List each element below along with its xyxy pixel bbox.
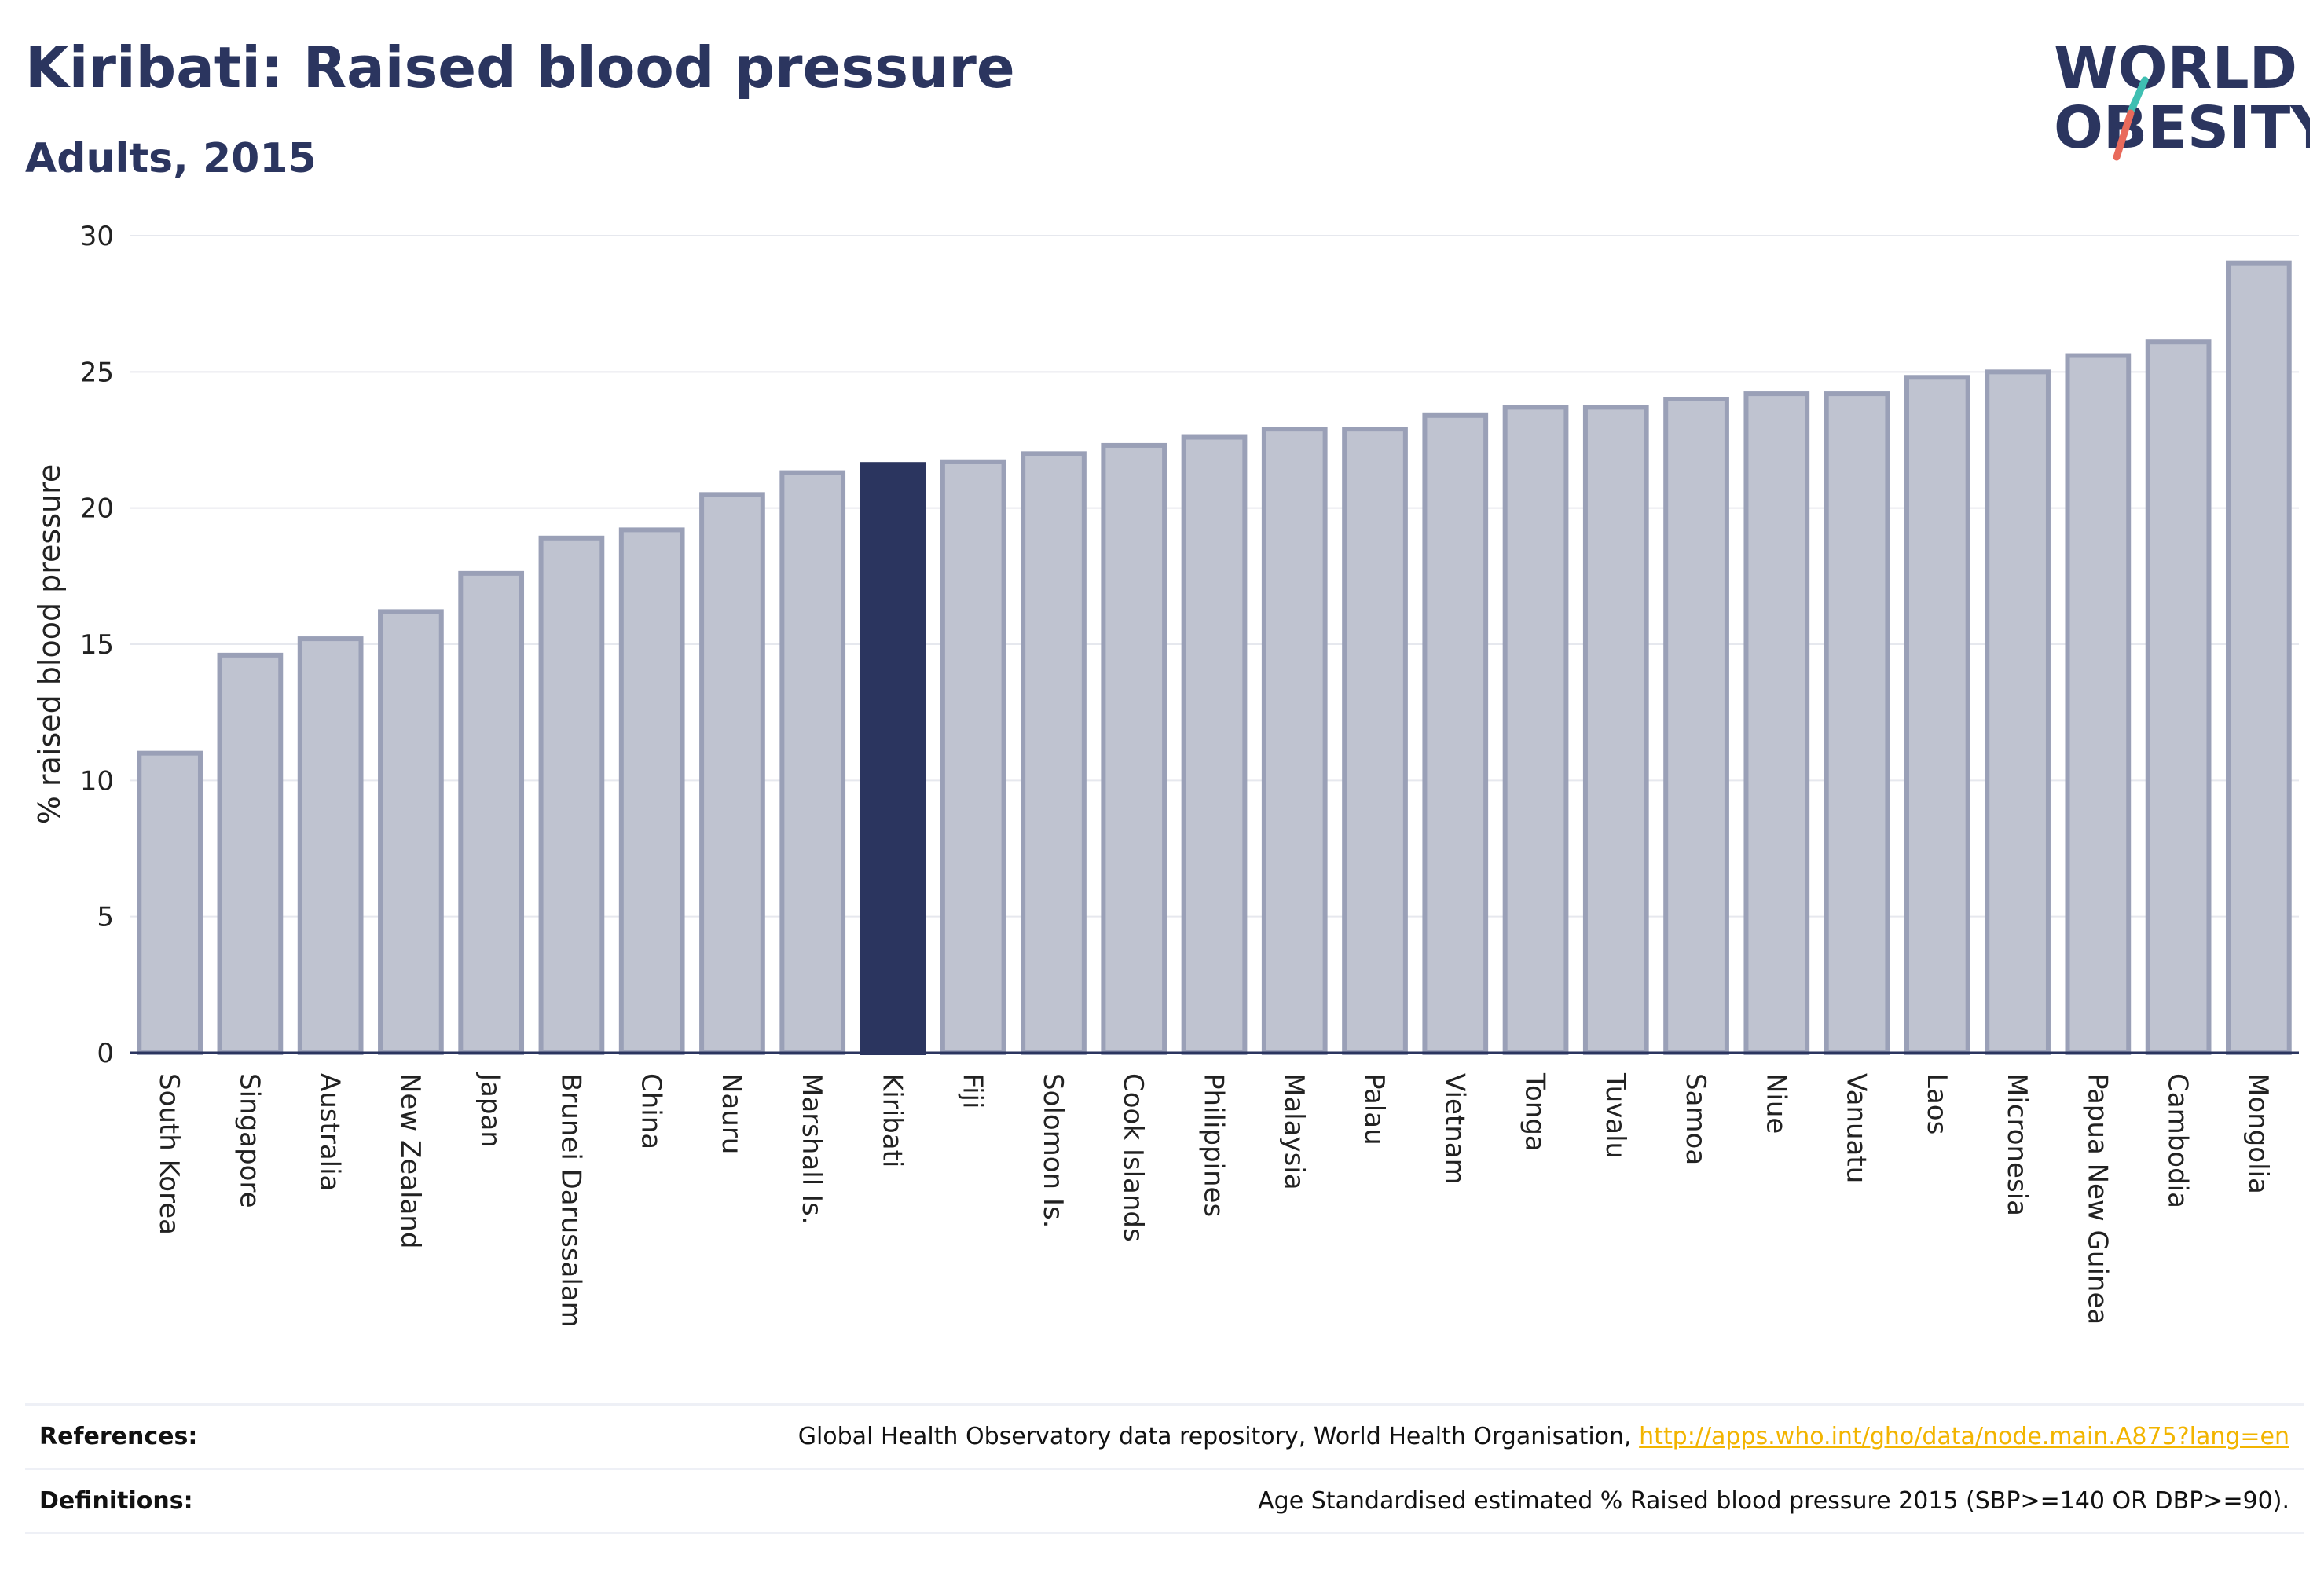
x-tick-label: Micronesia xyxy=(2001,1073,2033,1216)
x-tick-label: Papua New Guinea xyxy=(2081,1073,2113,1325)
bar xyxy=(2145,339,2212,1055)
x-tick-label: Japan xyxy=(475,1072,506,1148)
x-tick-label: Philippines xyxy=(1198,1073,1230,1217)
bar xyxy=(217,652,284,1055)
bar xyxy=(1101,442,1167,1055)
bars xyxy=(137,260,2292,1056)
bar xyxy=(2065,353,2132,1055)
bar xyxy=(618,527,685,1055)
x-tick-label: New Zealand xyxy=(394,1073,426,1248)
y-tick-label: 10 xyxy=(80,765,114,797)
bar xyxy=(458,570,525,1055)
bar xyxy=(1663,397,1729,1055)
chart-subtitle: Adults, 2015 xyxy=(25,135,317,182)
bar xyxy=(1985,369,2051,1056)
bar-chart: 0 5 10 15 20 25 30 South Korea Singapore Australi… xyxy=(32,221,2299,1328)
axes: 0 5 10 15 20 25 30 South Korea Singapore Australi… xyxy=(80,221,2299,1328)
bar xyxy=(137,750,203,1056)
y-tick-label: 20 xyxy=(80,493,114,525)
world-obesity-logo: WORLD OBESITY xyxy=(2054,35,2310,162)
x-tick-label: Samoa xyxy=(1680,1073,1711,1165)
logo-slash-bottom xyxy=(2113,109,2135,161)
logo-line-2: OBESITY xyxy=(2054,94,2310,162)
x-tick-label: Malaysia xyxy=(1278,1073,1310,1190)
x-tick-label: Marshall Is. xyxy=(796,1073,827,1225)
x-tick-label: Tonga xyxy=(1519,1072,1551,1152)
references-link[interactable]: http://apps.who.int/gho/data/node.main.A… xyxy=(1639,1423,2289,1450)
x-tick-label: Vietnam xyxy=(1439,1073,1470,1185)
x-tick-label: Cook Islands xyxy=(1117,1073,1149,1242)
bar xyxy=(2226,260,2292,1055)
bar xyxy=(1021,451,1087,1055)
bar xyxy=(378,609,444,1055)
x-tick-label: Mongolia xyxy=(2242,1073,2274,1194)
bar xyxy=(1582,405,1649,1055)
definitions-label: Definitions: xyxy=(39,1487,193,1515)
bar xyxy=(699,492,765,1055)
x-tick-label: Brunei Darussalam xyxy=(555,1073,586,1328)
references-text: Global Health Observatory data repositor… xyxy=(797,1423,1632,1450)
x-tick-label: Laos xyxy=(1921,1073,1952,1134)
x-tick-label: Singapore xyxy=(233,1073,265,1208)
x-tick-label: Niue xyxy=(1760,1073,1791,1134)
x-tick-label: China xyxy=(636,1073,667,1149)
bar xyxy=(1904,375,1970,1055)
x-tick-label: Kiribati xyxy=(876,1073,907,1167)
x-tick-label: Australia xyxy=(314,1073,346,1191)
bar xyxy=(779,470,846,1055)
bar xyxy=(297,636,364,1055)
y-axis-label: % raised blood pressure xyxy=(32,464,67,825)
references-row: References: Global Health Observatory da… xyxy=(25,1403,2304,1468)
y-tick-label: 25 xyxy=(80,357,114,388)
y-tick-label: 0 xyxy=(97,1038,114,1069)
x-tick-label: Nauru xyxy=(716,1073,747,1154)
logo-slash-top xyxy=(2127,76,2149,115)
bar xyxy=(1342,427,1408,1055)
x-tick-label: Solomon Is. xyxy=(1037,1073,1069,1228)
chart-title: Kiribati: Raised blood pressure xyxy=(25,35,1015,101)
bar xyxy=(1743,391,1810,1056)
x-tick-label: Tuvalu xyxy=(1600,1072,1631,1159)
references-label: References: xyxy=(39,1423,198,1450)
bar xyxy=(940,459,1006,1055)
x-tick-label: South Korea xyxy=(153,1073,185,1235)
y-tick-label: 30 xyxy=(80,221,114,252)
bar xyxy=(1824,391,1890,1056)
x-tick-label: Cambodia xyxy=(2162,1073,2194,1208)
x-tick-label: Fiji xyxy=(957,1073,988,1109)
y-tick-label: 15 xyxy=(80,629,114,661)
logo-line-1: WORLD xyxy=(2054,35,2297,102)
y-tick-label: 5 xyxy=(97,902,114,933)
definitions-row: Definitions: Age Standardised estimated … xyxy=(25,1468,2304,1533)
x-tick-label: Palau xyxy=(1358,1073,1390,1145)
footer-divider xyxy=(25,1532,2304,1534)
x-tick-label: Vanuatu xyxy=(1841,1073,1872,1183)
bar xyxy=(1502,405,1569,1055)
bar xyxy=(1261,427,1328,1055)
bar xyxy=(538,535,605,1055)
definitions-value: Age Standardised estimated % Raised bloo… xyxy=(1258,1487,2289,1515)
bar xyxy=(1181,434,1248,1055)
references-value: Global Health Observatory data repositor… xyxy=(798,1423,2289,1450)
bar xyxy=(1422,412,1489,1055)
bar-highlighted xyxy=(860,462,926,1055)
